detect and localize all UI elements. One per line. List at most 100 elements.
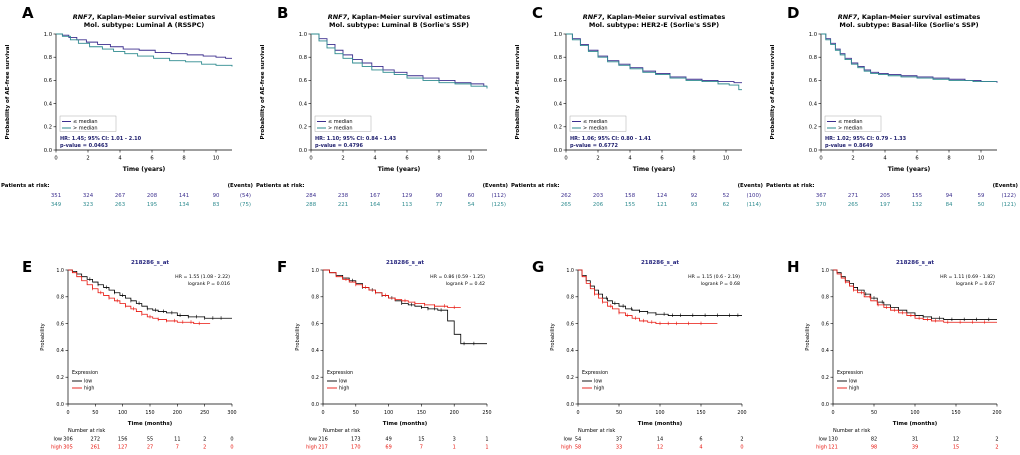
y-tick-label: 0.4 (809, 101, 818, 107)
risk-count: 15 (418, 437, 424, 443)
gene-name: RNF7 (582, 13, 603, 21)
risk-count: 132 (912, 202, 922, 208)
risk-count: 129 (402, 193, 413, 199)
risk-count: 134 (179, 202, 190, 208)
legend-label: ≤ median (73, 119, 98, 125)
risk-count: 2 (995, 437, 998, 443)
risk-count: 351 (51, 193, 61, 199)
risk-row-name: high (306, 445, 317, 451)
risk-count: 263 (115, 202, 125, 208)
probe-title: 218286_s_at (895, 260, 935, 266)
y-tick-label: 0.2 (299, 125, 307, 131)
panel-letter: D (787, 4, 800, 22)
km-curve-low (833, 269, 997, 320)
y-tick-label: 0.0 (566, 402, 574, 408)
risk-count: 167 (370, 193, 380, 199)
stats-text: p-value = 0.8649 (825, 143, 873, 149)
y-tick-label: 0.6 (299, 78, 307, 84)
risk-count: 93 (691, 202, 698, 208)
risk-table-label: Number at risk (833, 428, 870, 434)
risk-count: 238 (338, 193, 349, 199)
risk-count: 127 (118, 445, 128, 451)
stats-text: HR = 0.86 (0.59 - 1.25) (430, 274, 485, 280)
legend-label: > median (838, 126, 863, 132)
risk-count: 206 (593, 202, 604, 208)
y-tick-label: 0.4 (44, 101, 53, 107)
y-axis-label: Probability (805, 323, 811, 350)
y-axis-label: Probability (295, 323, 301, 350)
x-tick-label: 0 (831, 410, 834, 416)
x-tick-label: 4 (883, 156, 887, 162)
risk-count: 324 (83, 193, 94, 199)
y-tick-label: 0.6 (566, 321, 574, 327)
km-curve-gtmedian (56, 33, 233, 67)
panel-letter: C (532, 4, 544, 22)
panel-subtitle: Mol. subtype: Basal-like (Sorlie's SSP) (839, 20, 979, 29)
risk-count: 15 (953, 445, 959, 451)
panel-title-text: , Kaplan-Meier survival estimates (857, 13, 981, 21)
risk-count: 305 (63, 445, 73, 451)
km-curve-lemedian (821, 33, 998, 83)
risk-count: 50 (978, 202, 985, 208)
risk-count: 11 (174, 437, 180, 443)
y-tick-label: 1.0 (299, 32, 307, 38)
risk-count: 156 (118, 437, 128, 443)
km-curve-lemedian (311, 33, 487, 87)
panel-title-text: , Kaplan-Meier survival estimates (602, 13, 726, 21)
risk-count: 7 (176, 445, 179, 451)
x-tick-label: 300 (227, 410, 236, 416)
x-tick-label: 2 (596, 156, 599, 162)
risk-table-label: Patients at risk: (511, 183, 560, 189)
y-axis-label: Probability of AE-free survival (260, 44, 266, 139)
risk-count: 31 (912, 437, 918, 443)
events-count: (54) (240, 193, 251, 199)
risk-count: 0 (740, 445, 743, 451)
risk-count: 0 (230, 445, 233, 451)
panel-subtitle: Mol. subtype: Luminal A (RSSPC) (83, 20, 205, 29)
risk-count: 7 (420, 445, 423, 451)
legend-title: Expression (837, 370, 863, 376)
x-tick-label: 2 (86, 156, 89, 162)
events-label: (Events) (228, 183, 253, 189)
events-label: (Events) (738, 183, 763, 189)
risk-count: 6 (699, 437, 702, 443)
risk-row-name: high (816, 445, 827, 451)
x-tick-label: 0 (564, 156, 567, 162)
risk-count: 265 (561, 202, 571, 208)
risk-count: 288 (306, 202, 317, 208)
y-tick-label: 0.4 (566, 348, 574, 354)
risk-row-name: low (563, 437, 572, 443)
probe-title: 218286_s_at (640, 260, 680, 266)
legend-label: > median (73, 126, 98, 132)
y-tick-label: 0.8 (311, 295, 319, 301)
events-count: (100) (747, 193, 762, 199)
risk-count: 141 (179, 193, 189, 199)
x-axis-label: Time (months) (128, 421, 172, 427)
x-tick-label: 10 (723, 156, 730, 162)
risk-count: 267 (115, 193, 125, 199)
risk-count: 2 (740, 437, 743, 443)
risk-table-label: Number at risk (68, 428, 105, 434)
y-tick-label: 1.0 (554, 32, 562, 38)
y-tick-label: 1.0 (44, 32, 52, 38)
y-tick-label: 0.2 (566, 375, 574, 381)
x-tick-label: 150 (417, 410, 426, 416)
axes (55, 34, 232, 151)
x-tick-label: 10 (978, 156, 985, 162)
legend-box (569, 115, 627, 132)
x-axis-label: Time (months) (383, 421, 427, 427)
risk-count: 370 (816, 202, 827, 208)
risk-count: 52 (723, 193, 730, 199)
y-tick-label: 0.0 (311, 402, 319, 408)
risk-count: 1 (485, 445, 488, 451)
risk-count: 272 (91, 437, 101, 443)
risk-count: 265 (848, 202, 858, 208)
risk-count: 262 (561, 193, 571, 199)
risk-count: 113 (402, 202, 412, 208)
risk-count: 33 (616, 445, 622, 451)
risk-count: 2 (995, 445, 998, 451)
x-axis-label: Time (years) (378, 166, 421, 173)
risk-count: 14 (657, 437, 663, 443)
x-tick-label: 150 (696, 410, 705, 416)
